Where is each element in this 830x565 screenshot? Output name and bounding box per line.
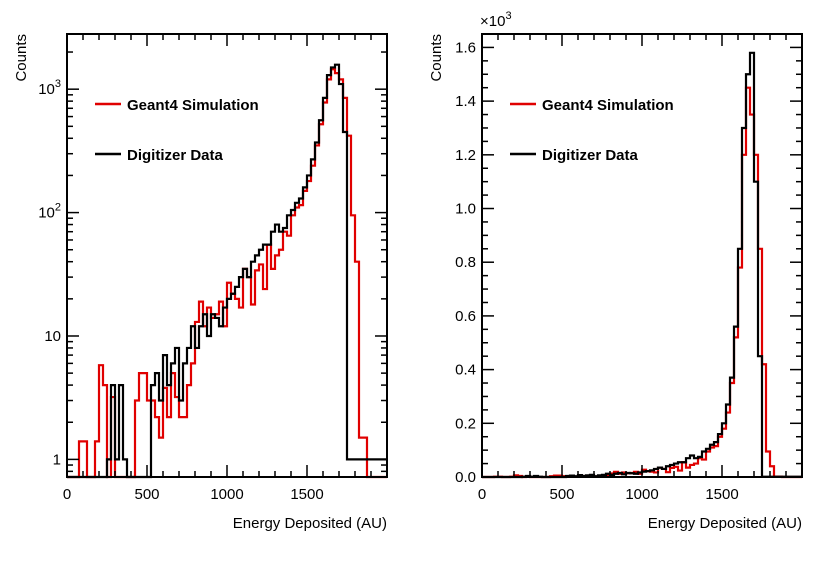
x-tick-label: 1500 bbox=[705, 486, 738, 503]
y-multiplier-base: ×10 bbox=[480, 13, 505, 30]
y-tick-label: 0.2 bbox=[455, 415, 476, 432]
x-axis-title: Energy Deposited (AU) bbox=[233, 515, 387, 532]
y-tick-label: 0.4 bbox=[455, 362, 476, 379]
series-digitizer-line bbox=[482, 51, 802, 479]
y-tick-label: 1 bbox=[53, 451, 61, 468]
legend-label-digitizer: Digitizer Data bbox=[127, 147, 224, 164]
y-tick-label-base: 10 bbox=[38, 205, 55, 222]
y-tick-label: 0.0 bbox=[455, 469, 476, 486]
y-tick-label: 1.4 bbox=[455, 93, 476, 110]
y-multiplier-label: ×103 bbox=[480, 10, 512, 30]
y-tick-label: 0.8 bbox=[455, 254, 476, 271]
x-axis-title: Energy Deposited (AU) bbox=[648, 515, 802, 532]
x-tick-label: 500 bbox=[549, 486, 574, 503]
y-tick-label-exponent: 2 bbox=[55, 202, 61, 214]
y-tick-label: 10 bbox=[44, 328, 61, 345]
x-tick-label: 500 bbox=[134, 486, 159, 503]
y-multiplier-exponent: 3 bbox=[505, 10, 511, 22]
x-tick-label: 0 bbox=[63, 486, 71, 503]
legend-label-simulation: Geant4 Simulation bbox=[542, 97, 674, 114]
x-tick-label: 1500 bbox=[290, 486, 323, 503]
y-axis-title: Counts bbox=[13, 34, 30, 82]
x-tick-label: 1000 bbox=[625, 486, 658, 503]
y-tick-label: 103 bbox=[38, 78, 61, 98]
series-digitizer-line bbox=[67, 63, 387, 479]
y-tick-label: 102 bbox=[38, 202, 61, 222]
y-axis-title: Counts bbox=[428, 34, 445, 82]
y-tick-label: 1.6 bbox=[455, 39, 476, 56]
y-tick-label-base: 10 bbox=[38, 81, 55, 98]
y-tick-label: 1.2 bbox=[455, 147, 476, 164]
legend-label-digitizer: Digitizer Data bbox=[542, 147, 639, 164]
x-tick-label: 0 bbox=[478, 486, 486, 503]
y-tick-label: 1.0 bbox=[455, 201, 476, 218]
legend-label-simulation: Geant4 Simulation bbox=[127, 97, 259, 114]
x-tick-label: 1000 bbox=[210, 486, 243, 503]
y-tick-label: 0.6 bbox=[455, 308, 476, 325]
y-tick-label-exponent: 3 bbox=[55, 78, 61, 90]
linear-histogram-panel: 0 500 1000 1500 0.0 0.2 0.4 0.6 0.8 1.0 1.2 1.4 1.6×… bbox=[428, 10, 803, 532]
